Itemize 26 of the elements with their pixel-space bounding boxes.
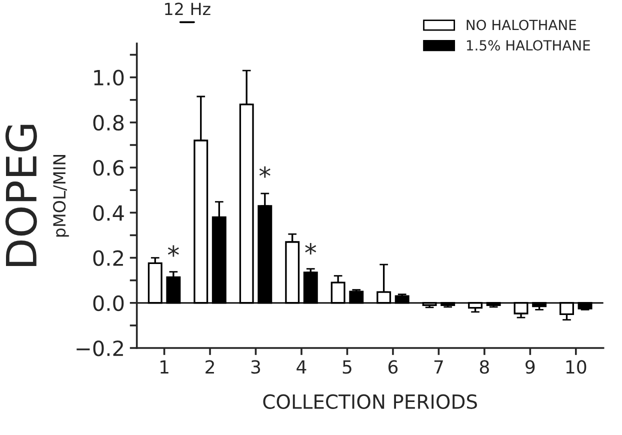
annotation: *	[259, 166, 270, 178]
x-tick-label: 6	[388, 360, 398, 374]
x-tick-label: 3	[251, 360, 260, 374]
text: 12 Hz	[165, 2, 210, 16]
y-tick-label: −0.2	[76, 340, 123, 356]
y-tick-label: 0.6	[93, 160, 124, 176]
x-tick-label: 5	[342, 360, 352, 374]
annotation: *	[168, 245, 179, 257]
annotation: *	[305, 243, 316, 254]
x-tick-label: 7	[434, 360, 443, 374]
y-tick-label: 0.8	[93, 114, 124, 131]
x-axis-title: COLLECTION PERIODS	[263, 394, 477, 409]
y-tick-label: 1.0	[94, 70, 124, 86]
x-tick-label: 1	[160, 360, 168, 374]
text: DOPEG	[5, 124, 37, 266]
y-tick-label: 0.0	[93, 295, 124, 312]
legend-label: NO HALOTHANE	[466, 20, 576, 30]
x-tick-label: 2	[206, 360, 214, 374]
legend-label: 1.5% HALOTHANE	[466, 40, 590, 51]
y-tick-label: 0.4	[93, 205, 124, 221]
x-tick-label: 4	[296, 360, 306, 374]
y-tick-label: 0.2	[93, 250, 123, 266]
x-tick-label: 9	[526, 360, 535, 374]
x-tick-label: 10	[566, 360, 586, 374]
x-tick-label: 8	[480, 360, 489, 374]
y-axis-title: pMOL/MIN	[53, 155, 69, 237]
